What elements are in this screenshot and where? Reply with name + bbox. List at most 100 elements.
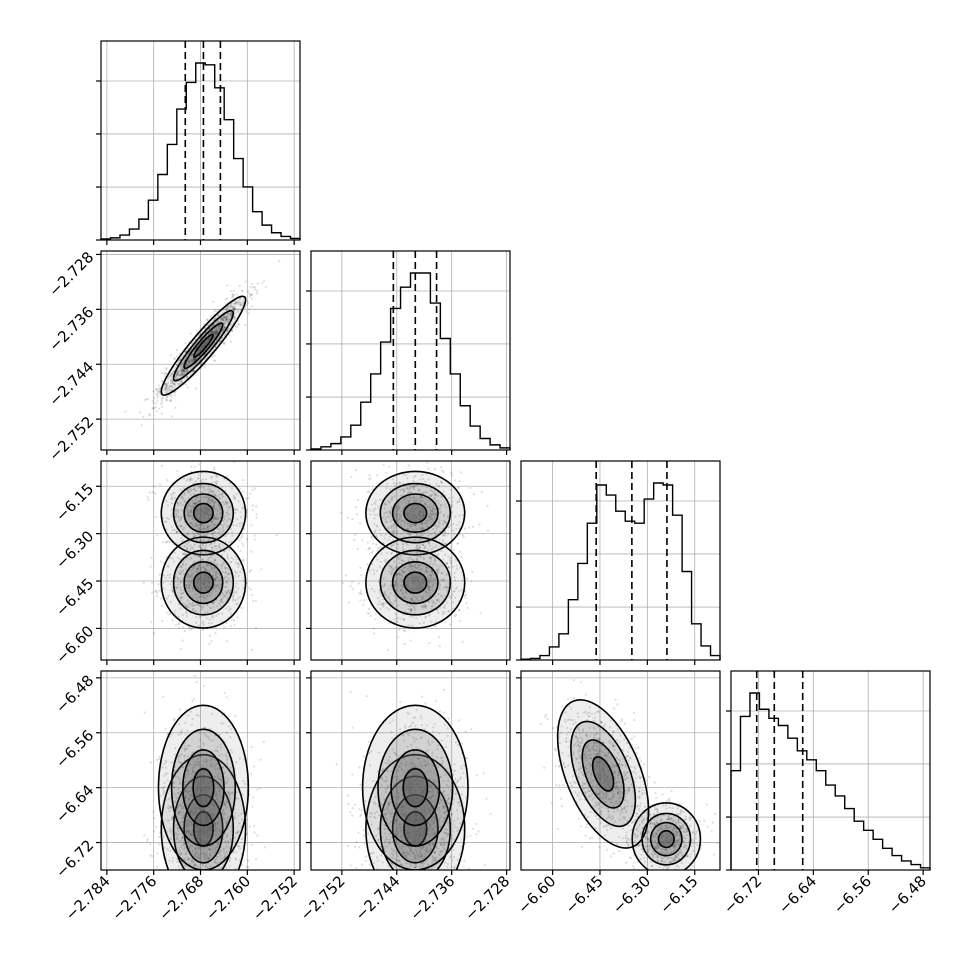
- scatter-point: [205, 568, 208, 571]
- scatter-point: [409, 565, 413, 568]
- scatter-point: [179, 596, 182, 599]
- scatter-point: [224, 535, 227, 538]
- scatter-point: [210, 521, 213, 524]
- scatter-point: [458, 608, 461, 612]
- scatter-point: [226, 328, 229, 332]
- scatter-point: [210, 532, 213, 535]
- scatter-point: [208, 485, 211, 488]
- scatter-point: [228, 313, 231, 316]
- scatter-point: [226, 555, 229, 559]
- scatter-point: [182, 368, 185, 371]
- scatter-point: [214, 517, 217, 520]
- scatter-point: [214, 331, 217, 334]
- scatter-point: [263, 846, 266, 849]
- scatter-point: [458, 521, 461, 524]
- y-tick-label: −2.744: [45, 358, 97, 410]
- scatter-point: [230, 560, 233, 563]
- scatter-point: [190, 505, 193, 508]
- scatter-point: [447, 582, 450, 585]
- scatter-point: [189, 489, 192, 493]
- scatter-point: [210, 330, 214, 333]
- scatter-point: [425, 491, 428, 494]
- scatter-point: [212, 518, 215, 522]
- scatter-point: [204, 489, 207, 492]
- scatter-point: [394, 507, 397, 510]
- scatter-point: [235, 571, 238, 574]
- scatter-point: [169, 375, 172, 378]
- scatter-point: [194, 498, 197, 502]
- scatter-point: [225, 308, 228, 311]
- scatter-point: [459, 471, 462, 474]
- scatter-point: [247, 312, 250, 315]
- scatter-point: [235, 582, 238, 585]
- scatter-point: [192, 506, 195, 509]
- scatter-point: [180, 380, 183, 383]
- scatter-point: [414, 474, 417, 478]
- scatter-point: [195, 680, 198, 684]
- contour-line: [183, 322, 224, 370]
- scatter-point: [403, 566, 406, 569]
- scatter-point: [230, 311, 233, 315]
- scatter-point: [419, 556, 422, 559]
- scatter-point: [224, 567, 228, 570]
- scatter-point: [171, 415, 174, 418]
- scatter-point: [230, 311, 233, 315]
- scatter-point: [402, 570, 405, 573]
- scatter-point: [215, 309, 218, 313]
- scatter-point: [448, 566, 451, 569]
- scatter-point: [164, 383, 167, 386]
- scatter-point: [207, 499, 211, 502]
- scatter-point: [226, 318, 229, 321]
- scatter-point: [401, 508, 404, 511]
- scatter-point: [179, 501, 183, 504]
- scatter-point: [192, 566, 195, 569]
- scatter-point: [383, 512, 386, 515]
- scatter-point: [403, 629, 407, 633]
- scatter-point: [195, 621, 198, 624]
- scatter-point: [413, 606, 416, 610]
- scatter-point: [151, 407, 154, 410]
- scatter-point: [212, 501, 215, 504]
- scatter-point: [399, 583, 403, 587]
- scatter-point: [189, 511, 192, 514]
- scatter-point: [224, 881, 226, 883]
- scatter-point: [202, 524, 205, 527]
- scatter-point: [401, 586, 404, 589]
- scatter-point: [160, 560, 163, 563]
- scatter-point: [429, 533, 433, 536]
- scatter-point: [237, 545, 240, 548]
- scatter-point: [213, 874, 215, 876]
- scatter-point: [452, 601, 455, 604]
- scatter-point: [451, 529, 455, 532]
- scatter-point: [192, 905, 194, 907]
- scatter-point: [410, 563, 413, 566]
- scatter-point: [190, 522, 193, 525]
- scatter-point: [250, 648, 253, 651]
- scatter-point: [393, 515, 396, 518]
- scatter-point: [179, 587, 182, 590]
- scatter-point: [398, 506, 401, 509]
- scatter-point: [190, 627, 193, 630]
- scatter-point: [387, 596, 390, 599]
- scatter-point: [418, 497, 421, 500]
- scatter-point: [414, 612, 417, 615]
- scatter-point: [196, 603, 199, 606]
- scatter-point: [214, 871, 216, 873]
- scatter-point: [202, 623, 205, 627]
- scatter-point: [231, 296, 234, 299]
- scatter-point: [426, 486, 429, 489]
- scatter-point: [399, 481, 402, 485]
- scatter-point: [214, 333, 217, 336]
- scatter-point: [278, 260, 281, 263]
- scatter-point: [429, 520, 432, 523]
- scatter-point: [216, 328, 219, 331]
- scatter-point: [201, 558, 204, 562]
- scatter-point: [184, 364, 187, 367]
- scatter-point: [185, 605, 188, 608]
- scatter-point: [176, 371, 179, 374]
- scatter-point: [215, 332, 219, 335]
- scatter-point: [220, 486, 224, 489]
- scatter-point: [194, 522, 197, 525]
- scatter-point: [429, 513, 432, 516]
- scatter-point: [152, 632, 155, 635]
